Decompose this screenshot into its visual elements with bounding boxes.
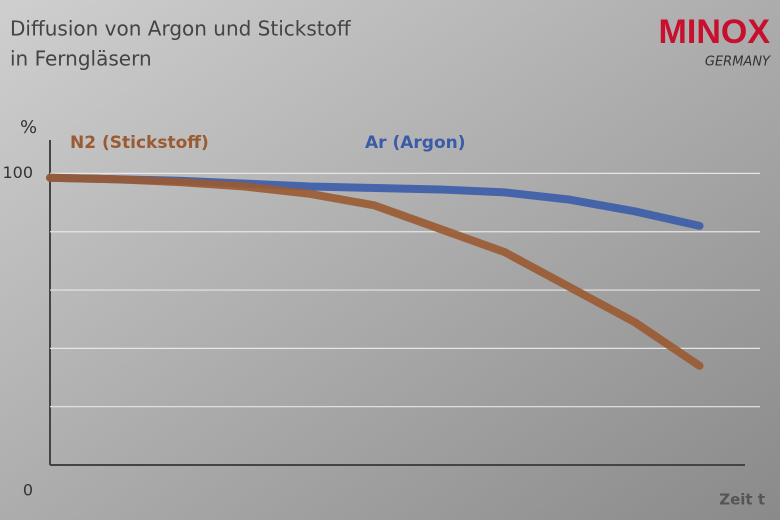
data-line (46, 173, 704, 370)
y-tick-label: 100 (2, 163, 33, 182)
brand: MINOX (659, 13, 771, 51)
brand-sub: GERMANY (705, 55, 771, 70)
y-tick-label: 0 (23, 481, 33, 500)
x-axis-label: Zeit t (719, 491, 765, 509)
legend-label: Ar (Argon) (365, 133, 466, 153)
legend-label: N2 (Stickstoff) (70, 133, 209, 153)
chart-subtitle: in Ferngläsern (10, 47, 152, 71)
y-axis-label: % (20, 117, 37, 138)
chart-title: Diffusion von Argon und Stickstoff (10, 17, 352, 41)
